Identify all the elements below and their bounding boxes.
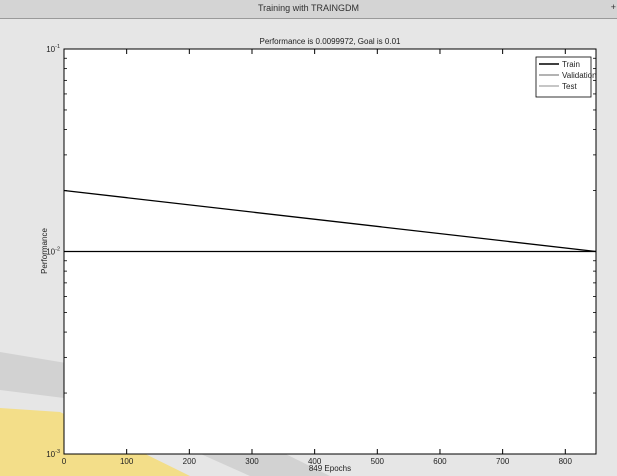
x-tick-label: 300 — [245, 457, 259, 466]
x-tick-label: 800 — [559, 457, 573, 466]
legend: Train Validation Test — [535, 56, 597, 98]
chart-title: Performance is 0.0099972, Goal is 0.01 — [260, 37, 402, 46]
x-tick-label: 400 — [308, 457, 322, 466]
series-line-train — [63, 189, 597, 253]
x-axis-label: 849 Epochs — [309, 464, 351, 473]
series-layer — [63, 189, 597, 253]
x-axis-ticks: 0 100 200 300 400 500 600 700 800 — [62, 49, 573, 466]
y-tick-label: 10-2 — [46, 247, 60, 257]
legend-label-validation: Validation — [562, 71, 597, 80]
window-title: Training with TRAINGDM — [257, 3, 360, 13]
y-axis-label: Performance — [40, 228, 49, 274]
window-title-bar: Training with TRAINGDM + — [0, 0, 617, 19]
legend-label-train: Train — [562, 60, 580, 69]
x-tick-label: 100 — [120, 457, 134, 466]
x-tick-label: 0 — [62, 457, 67, 466]
y-axis-ticks: 10-3 10-2 10-1 — [46, 44, 596, 459]
y-tick-label: 10-3 — [46, 449, 60, 459]
x-tick-label: 200 — [183, 457, 197, 466]
window-corner-glyph: + — [610, 2, 616, 12]
x-tick-label: 600 — [433, 457, 447, 466]
x-tick-label: 700 — [496, 457, 510, 466]
y-tick-label: 10-1 — [46, 44, 60, 54]
x-tick-label: 500 — [371, 457, 385, 466]
legend-label-test: Test — [562, 82, 577, 91]
